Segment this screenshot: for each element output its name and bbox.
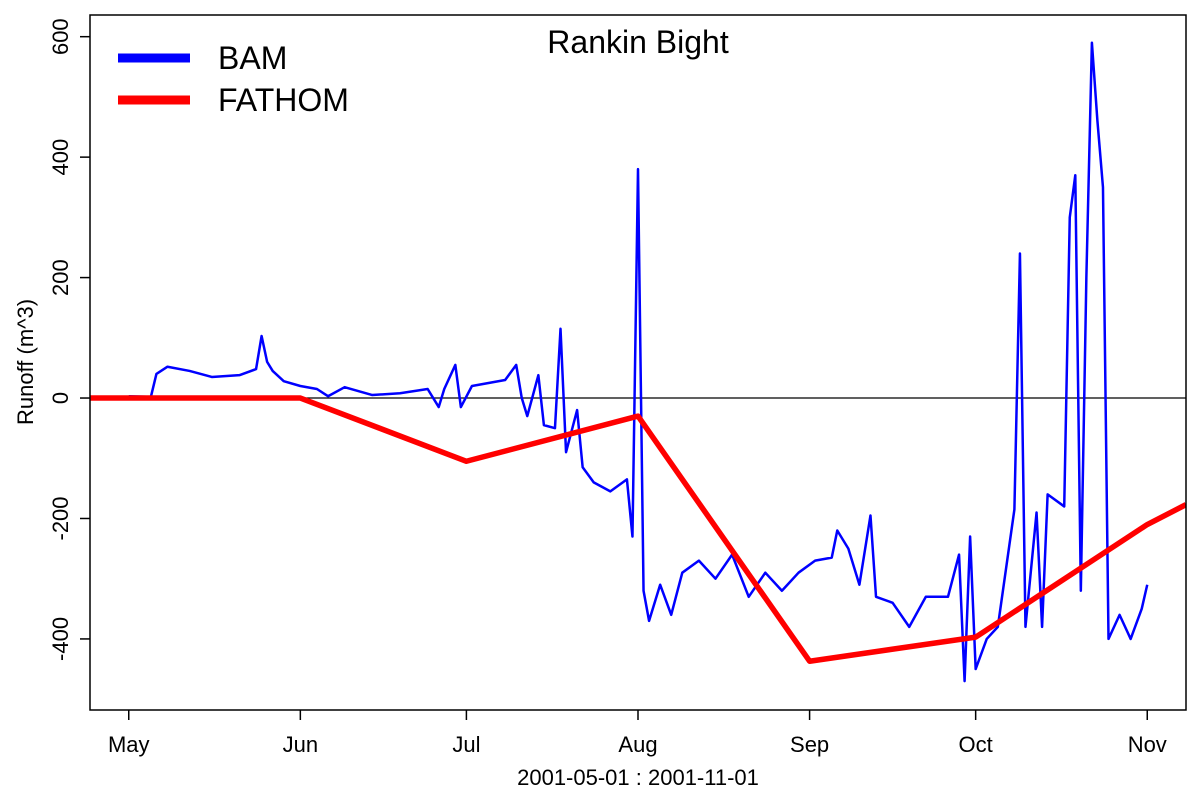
plot-area [90, 41, 1186, 683]
y-tick-label: 600 [48, 18, 73, 55]
x-tick-label: Oct [959, 732, 993, 757]
y-tick-label: -200 [48, 496, 73, 540]
x-tick-label: Aug [618, 732, 657, 757]
y-tick-label: 200 [48, 259, 73, 296]
x-axis-label: 2001-05-01 : 2001-11-01 [517, 765, 759, 790]
x-tick-label: Jul [452, 732, 480, 757]
x-tick-label: May [108, 732, 150, 757]
x-tick-label: Sep [790, 732, 829, 757]
legend-label: FATHOM [218, 82, 349, 118]
series-line [90, 395, 1186, 664]
chart-title: Rankin Bight [547, 24, 729, 60]
y-tick-label: 0 [48, 392, 73, 404]
y-axis-label: Runoff (m^3) [13, 299, 38, 425]
x-tick-label: Jun [283, 732, 318, 757]
y-tick-label: 400 [48, 139, 73, 176]
x-tick-label: Nov [1128, 732, 1167, 757]
legend-label: BAM [218, 40, 287, 76]
series-line [128, 41, 1149, 683]
y-tick-label: -400 [48, 617, 73, 661]
